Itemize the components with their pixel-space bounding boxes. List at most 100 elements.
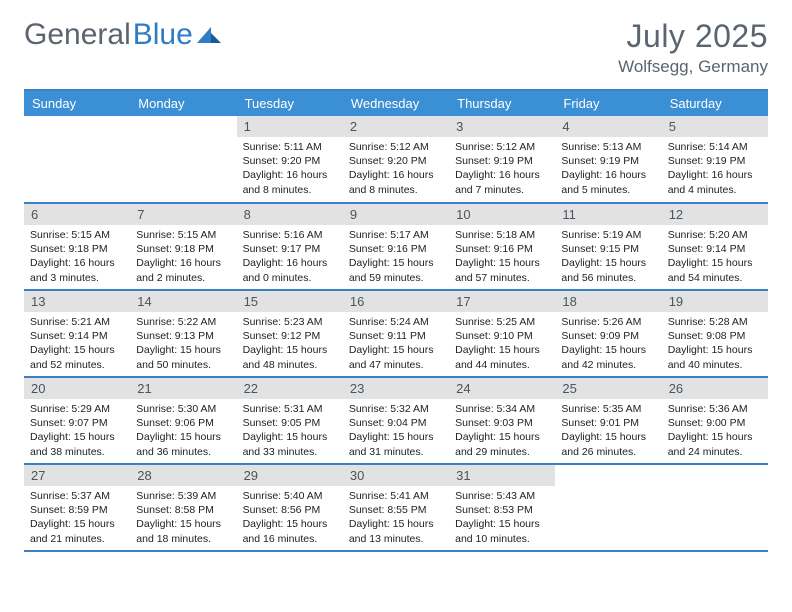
day-number: 29 — [237, 465, 343, 486]
day-details: Sunrise: 5:25 AMSunset: 9:10 PMDaylight:… — [449, 312, 555, 375]
day-number: 6 — [24, 204, 130, 225]
calendar-cell: 12Sunrise: 5:20 AMSunset: 9:14 PMDayligh… — [662, 203, 768, 290]
calendar-cell: 23Sunrise: 5:32 AMSunset: 9:04 PMDayligh… — [343, 377, 449, 464]
calendar-cell: 30Sunrise: 5:41 AMSunset: 8:55 PMDayligh… — [343, 464, 449, 551]
day-details: Sunrise: 5:36 AMSunset: 9:00 PMDaylight:… — [662, 399, 768, 462]
day-number: 24 — [449, 378, 555, 399]
day-details: Sunrise: 5:16 AMSunset: 9:17 PMDaylight:… — [237, 225, 343, 288]
day-details: Sunrise: 5:43 AMSunset: 8:53 PMDaylight:… — [449, 486, 555, 549]
calendar-cell: 4Sunrise: 5:13 AMSunset: 9:19 PMDaylight… — [555, 116, 661, 203]
day-details: Sunrise: 5:24 AMSunset: 9:11 PMDaylight:… — [343, 312, 449, 375]
day-number: 7 — [130, 204, 236, 225]
day-header: Monday — [130, 90, 236, 116]
day-header: Sunday — [24, 90, 130, 116]
day-number: 21 — [130, 378, 236, 399]
calendar-cell: 28Sunrise: 5:39 AMSunset: 8:58 PMDayligh… — [130, 464, 236, 551]
day-details: Sunrise: 5:26 AMSunset: 9:09 PMDaylight:… — [555, 312, 661, 375]
day-number: 31 — [449, 465, 555, 486]
day-number: 20 — [24, 378, 130, 399]
day-details: Sunrise: 5:30 AMSunset: 9:06 PMDaylight:… — [130, 399, 236, 462]
day-number: 23 — [343, 378, 449, 399]
day-number: 11 — [555, 204, 661, 225]
day-details: Sunrise: 5:28 AMSunset: 9:08 PMDaylight:… — [662, 312, 768, 375]
day-header: Saturday — [662, 90, 768, 116]
month-title: July 2025 — [618, 18, 768, 55]
calendar-cell: 26Sunrise: 5:36 AMSunset: 9:00 PMDayligh… — [662, 377, 768, 464]
day-details: Sunrise: 5:34 AMSunset: 9:03 PMDaylight:… — [449, 399, 555, 462]
day-details: Sunrise: 5:22 AMSunset: 9:13 PMDaylight:… — [130, 312, 236, 375]
day-number: 8 — [237, 204, 343, 225]
day-details: Sunrise: 5:12 AMSunset: 9:20 PMDaylight:… — [343, 137, 449, 200]
day-number: 10 — [449, 204, 555, 225]
calendar-cell: . — [130, 116, 236, 203]
day-number: 4 — [555, 116, 661, 137]
day-number: 28 — [130, 465, 236, 486]
calendar-cell: 5Sunrise: 5:14 AMSunset: 9:19 PMDaylight… — [662, 116, 768, 203]
day-header: Thursday — [449, 90, 555, 116]
day-number: 5 — [662, 116, 768, 137]
day-details: Sunrise: 5:20 AMSunset: 9:14 PMDaylight:… — [662, 225, 768, 288]
day-number: 26 — [662, 378, 768, 399]
calendar-cell: 13Sunrise: 5:21 AMSunset: 9:14 PMDayligh… — [24, 290, 130, 377]
day-details: Sunrise: 5:17 AMSunset: 9:16 PMDaylight:… — [343, 225, 449, 288]
calendar-cell: 24Sunrise: 5:34 AMSunset: 9:03 PMDayligh… — [449, 377, 555, 464]
day-number: 17 — [449, 291, 555, 312]
calendar-table: SundayMondayTuesdayWednesdayThursdayFrid… — [24, 89, 768, 552]
day-details: Sunrise: 5:41 AMSunset: 8:55 PMDaylight:… — [343, 486, 449, 549]
calendar-cell: 8Sunrise: 5:16 AMSunset: 9:17 PMDaylight… — [237, 203, 343, 290]
day-number: 19 — [662, 291, 768, 312]
calendar-cell: 29Sunrise: 5:40 AMSunset: 8:56 PMDayligh… — [237, 464, 343, 551]
day-number: 12 — [662, 204, 768, 225]
day-details: Sunrise: 5:15 AMSunset: 9:18 PMDaylight:… — [130, 225, 236, 288]
calendar-cell: 31Sunrise: 5:43 AMSunset: 8:53 PMDayligh… — [449, 464, 555, 551]
day-details: Sunrise: 5:32 AMSunset: 9:04 PMDaylight:… — [343, 399, 449, 462]
calendar-cell: 1Sunrise: 5:11 AMSunset: 9:20 PMDaylight… — [237, 116, 343, 203]
day-details: Sunrise: 5:39 AMSunset: 8:58 PMDaylight:… — [130, 486, 236, 549]
day-header: Tuesday — [237, 90, 343, 116]
calendar-cell: 21Sunrise: 5:30 AMSunset: 9:06 PMDayligh… — [130, 377, 236, 464]
calendar-cell: 11Sunrise: 5:19 AMSunset: 9:15 PMDayligh… — [555, 203, 661, 290]
day-details: Sunrise: 5:35 AMSunset: 9:01 PMDaylight:… — [555, 399, 661, 462]
day-details: Sunrise: 5:13 AMSunset: 9:19 PMDaylight:… — [555, 137, 661, 200]
day-number: 2 — [343, 116, 449, 137]
logo-text-1: General — [24, 18, 131, 52]
calendar-cell: 27Sunrise: 5:37 AMSunset: 8:59 PMDayligh… — [24, 464, 130, 551]
day-header: Friday — [555, 90, 661, 116]
calendar-cell: 22Sunrise: 5:31 AMSunset: 9:05 PMDayligh… — [237, 377, 343, 464]
day-number: 15 — [237, 291, 343, 312]
calendar-cell: 6Sunrise: 5:15 AMSunset: 9:18 PMDaylight… — [24, 203, 130, 290]
day-number: 25 — [555, 378, 661, 399]
calendar-cell: 2Sunrise: 5:12 AMSunset: 9:20 PMDaylight… — [343, 116, 449, 203]
calendar-cell: 15Sunrise: 5:23 AMSunset: 9:12 PMDayligh… — [237, 290, 343, 377]
day-details: Sunrise: 5:37 AMSunset: 8:59 PMDaylight:… — [24, 486, 130, 549]
calendar-cell: 7Sunrise: 5:15 AMSunset: 9:18 PMDaylight… — [130, 203, 236, 290]
day-number: 22 — [237, 378, 343, 399]
day-details: Sunrise: 5:14 AMSunset: 9:19 PMDaylight:… — [662, 137, 768, 200]
day-details: Sunrise: 5:23 AMSunset: 9:12 PMDaylight:… — [237, 312, 343, 375]
day-details: Sunrise: 5:19 AMSunset: 9:15 PMDaylight:… — [555, 225, 661, 288]
calendar-cell: 10Sunrise: 5:18 AMSunset: 9:16 PMDayligh… — [449, 203, 555, 290]
calendar-cell: 25Sunrise: 5:35 AMSunset: 9:01 PMDayligh… — [555, 377, 661, 464]
day-number: 18 — [555, 291, 661, 312]
location: Wolfsegg, Germany — [618, 57, 768, 77]
day-header: Wednesday — [343, 90, 449, 116]
day-number: 9 — [343, 204, 449, 225]
calendar-cell: . — [24, 116, 130, 203]
day-details: Sunrise: 5:21 AMSunset: 9:14 PMDaylight:… — [24, 312, 130, 375]
logo: GeneralBlue — [24, 18, 221, 52]
logo-triangle-icon — [197, 25, 221, 45]
calendar-cell: . — [662, 464, 768, 551]
day-details: Sunrise: 5:40 AMSunset: 8:56 PMDaylight:… — [237, 486, 343, 549]
day-details: Sunrise: 5:18 AMSunset: 9:16 PMDaylight:… — [449, 225, 555, 288]
day-number: 13 — [24, 291, 130, 312]
day-details: Sunrise: 5:29 AMSunset: 9:07 PMDaylight:… — [24, 399, 130, 462]
calendar-cell: 18Sunrise: 5:26 AMSunset: 9:09 PMDayligh… — [555, 290, 661, 377]
day-number: 3 — [449, 116, 555, 137]
calendar-cell: 17Sunrise: 5:25 AMSunset: 9:10 PMDayligh… — [449, 290, 555, 377]
calendar-cell: 9Sunrise: 5:17 AMSunset: 9:16 PMDaylight… — [343, 203, 449, 290]
day-number: 16 — [343, 291, 449, 312]
calendar-cell: 3Sunrise: 5:12 AMSunset: 9:19 PMDaylight… — [449, 116, 555, 203]
day-number: 30 — [343, 465, 449, 486]
calendar-cell: 14Sunrise: 5:22 AMSunset: 9:13 PMDayligh… — [130, 290, 236, 377]
day-number: 27 — [24, 465, 130, 486]
